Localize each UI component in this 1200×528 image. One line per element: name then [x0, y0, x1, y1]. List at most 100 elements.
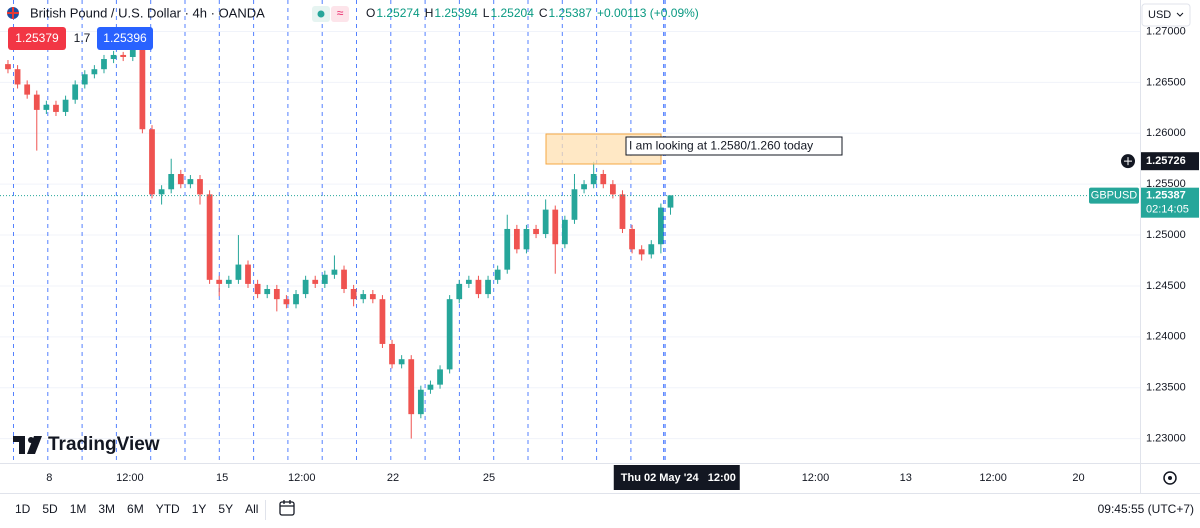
candle-body — [350, 288, 357, 300]
candle-body — [389, 343, 395, 365]
calendar-icon[interactable] — [279, 501, 295, 516]
ohlc-value: 1.25274 — [376, 6, 420, 20]
range-button[interactable]: 5Y — [218, 502, 233, 516]
candle-body — [475, 279, 482, 295]
x-tick-label: 8 — [46, 472, 52, 484]
candle-body — [379, 299, 386, 344]
candle-body — [331, 269, 338, 275]
candle-body — [533, 228, 539, 235]
currency[interactable]: USD — [1148, 9, 1171, 21]
candle-body — [81, 74, 88, 85]
symbol-title[interactable]: British Pound / U.S. Dollar · 4h · OANDA — [30, 5, 265, 20]
settings-center — [1168, 476, 1172, 480]
crosshair-price-box — [1141, 152, 1199, 171]
buy-button[interactable] — [97, 27, 153, 50]
x-tick-label: 12:00 — [116, 472, 144, 484]
range-button[interactable]: All — [245, 502, 258, 516]
candle-body — [225, 279, 232, 284]
candle-body — [101, 59, 107, 70]
candle-body — [465, 279, 472, 284]
range-button[interactable]: YTD — [156, 502, 180, 516]
add-alert-plus — [1124, 157, 1132, 166]
x-tick-label: 12:00 — [288, 472, 316, 484]
candle-body — [187, 179, 194, 185]
candle-body — [62, 99, 69, 112]
crosshair-price: 1.25726 — [1146, 155, 1186, 167]
candle-body — [437, 369, 443, 385]
market-open-dot — [317, 10, 325, 18]
range-button[interactable]: 1D — [15, 502, 31, 516]
spread: 1.7 — [74, 31, 91, 45]
flag-cross — [7, 7, 19, 19]
crosshair-time: 12:00 — [708, 472, 736, 484]
candle-body — [149, 129, 155, 195]
sell-button[interactable] — [8, 27, 66, 50]
candle-body — [245, 264, 251, 284]
ohlc-key: L — [483, 6, 490, 20]
candle-body — [235, 264, 242, 280]
candle-body — [600, 174, 607, 185]
ohlc-key: O — [366, 6, 375, 20]
candle-body — [427, 384, 434, 390]
candle-body — [177, 174, 184, 185]
x-tick-label: 22 — [387, 472, 399, 484]
candle-body — [571, 189, 578, 220]
change: +0.00113 (+0.09%) — [597, 6, 699, 20]
candle-body — [494, 269, 501, 280]
candle-body — [504, 228, 511, 270]
settings-icon[interactable] — [1163, 471, 1177, 485]
currency-caret — [1176, 12, 1184, 17]
candle-body — [657, 207, 664, 245]
x-tick-label: 12:00 — [802, 472, 830, 484]
ohlc-key: H — [425, 6, 434, 20]
annotation-label-box[interactable] — [625, 136, 843, 156]
candle-body — [667, 195, 674, 208]
candle-body — [5, 64, 11, 70]
candle-body — [120, 54, 127, 57]
clock[interactable]: 09:45:55 (UTC+7) — [1098, 502, 1194, 516]
candle-body — [590, 174, 597, 185]
candle-body — [513, 228, 520, 250]
ohlc-key: C — [539, 6, 548, 20]
y-tick-label: 1.25500 — [1146, 178, 1186, 190]
candle-body — [254, 283, 261, 295]
ohlc-value: 1.25387 — [549, 6, 593, 20]
candle-body — [302, 279, 309, 295]
candle-body — [33, 94, 40, 110]
sell-price[interactable]: 1.25379 — [15, 31, 59, 45]
annotation-text[interactable]: I am looking at 1.2580/1.260 today — [629, 139, 813, 153]
y-tick-label: 1.24000 — [1146, 331, 1186, 343]
candle-body — [542, 209, 549, 235]
range-button[interactable]: 5D — [42, 502, 58, 516]
logo-icon — [13, 436, 42, 454]
range-button[interactable]: 1M — [70, 502, 87, 516]
candle-body — [139, 49, 146, 130]
candle-body — [581, 184, 587, 190]
calendar-detail — [280, 500, 294, 507]
candle-body — [417, 389, 424, 415]
indicator-toggle[interactable] — [331, 6, 349, 22]
candle-body — [619, 194, 626, 229]
range-button[interactable]: 3M — [98, 502, 115, 516]
buy-price[interactable]: 1.25396 — [103, 31, 147, 45]
ohlc-value: 1.25394 — [434, 6, 478, 20]
range-button[interactable]: 6M — [127, 502, 144, 516]
x-tick-label: 12:00 — [979, 472, 1007, 484]
x-tick-label: 25 — [483, 472, 495, 484]
range-button[interactable]: 1Y — [192, 502, 207, 516]
candle-body — [609, 184, 616, 195]
indicator-icon: ≈ — [337, 6, 344, 20]
candle-body — [158, 189, 165, 195]
candle-body — [341, 269, 347, 289]
candle-body — [629, 228, 635, 250]
candle-body — [206, 194, 213, 280]
y-tick-label: 1.24500 — [1146, 280, 1186, 292]
candle-body — [264, 288, 271, 295]
candle-body — [360, 294, 367, 300]
candle-body — [43, 104, 50, 110]
candle-body — [523, 228, 530, 250]
crosshair-date: Thu 02 May '24 — [621, 472, 700, 484]
candle-body — [398, 359, 405, 365]
crosshair-time-box — [613, 465, 740, 490]
currency-selector[interactable] — [1141, 3, 1191, 27]
